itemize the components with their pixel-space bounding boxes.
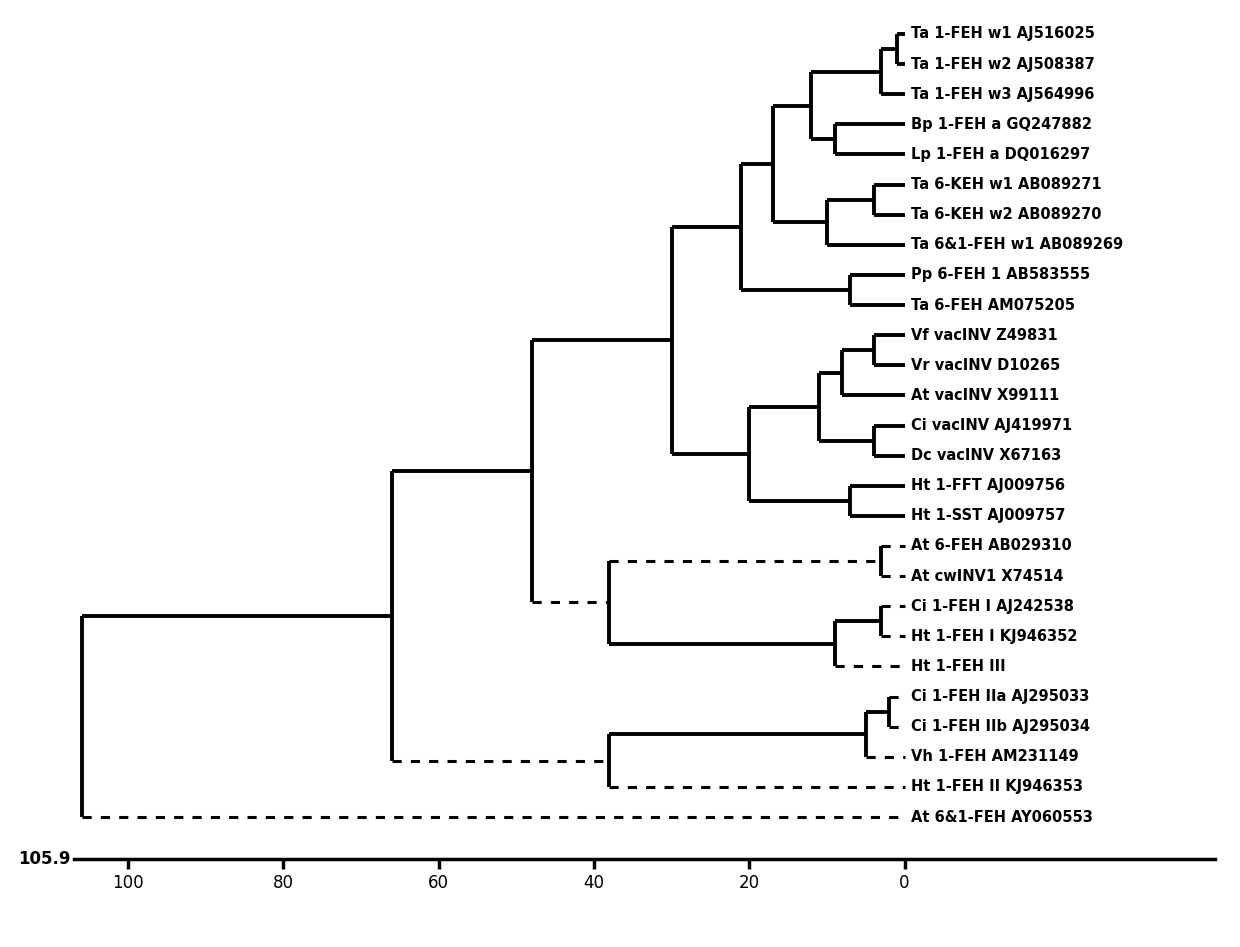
Text: Ci 1-FEH I AJ242538: Ci 1-FEH I AJ242538 bbox=[910, 599, 1074, 614]
Text: Ta 1-FEH w3 AJ564996: Ta 1-FEH w3 AJ564996 bbox=[910, 87, 1094, 101]
Text: At 6-FEH AB029310: At 6-FEH AB029310 bbox=[910, 539, 1071, 553]
Text: Lp 1-FEH a DQ016297: Lp 1-FEH a DQ016297 bbox=[910, 147, 1090, 162]
Text: At 6&1-FEH AY060553: At 6&1-FEH AY060553 bbox=[910, 810, 1092, 825]
Text: Ci 1-FEH IIa AJ295033: Ci 1-FEH IIa AJ295033 bbox=[910, 689, 1089, 704]
Text: Vh 1-FEH AM231149: Vh 1-FEH AM231149 bbox=[910, 749, 1079, 764]
Text: Ta 6-FEH AM075205: Ta 6-FEH AM075205 bbox=[910, 297, 1075, 313]
Text: Ta 6-KEH w1 AB089271: Ta 6-KEH w1 AB089271 bbox=[910, 177, 1101, 192]
Text: Bp 1-FEH a GQ247882: Bp 1-FEH a GQ247882 bbox=[910, 116, 1091, 132]
Text: Ht 1-FEH I KJ946352: Ht 1-FEH I KJ946352 bbox=[910, 629, 1078, 644]
Text: Ht 1-SST AJ009757: Ht 1-SST AJ009757 bbox=[910, 509, 1065, 524]
Text: At vacINV X99111: At vacINV X99111 bbox=[910, 388, 1059, 402]
Text: Vr vacINV D10265: Vr vacINV D10265 bbox=[910, 358, 1060, 373]
Text: Ht 1-FEH III: Ht 1-FEH III bbox=[910, 659, 1006, 674]
Text: Ht 1-FFT AJ009756: Ht 1-FFT AJ009756 bbox=[910, 478, 1065, 493]
Text: Ta 1-FEH w2 AJ508387: Ta 1-FEH w2 AJ508387 bbox=[910, 57, 1095, 72]
Text: At cwINV1 X74514: At cwINV1 X74514 bbox=[910, 568, 1063, 583]
Text: Ta 6-KEH w2 AB089270: Ta 6-KEH w2 AB089270 bbox=[910, 207, 1101, 223]
Text: Ci vacINV AJ419971: Ci vacINV AJ419971 bbox=[910, 418, 1071, 433]
Text: Ta 1-FEH w1 AJ516025: Ta 1-FEH w1 AJ516025 bbox=[910, 27, 1095, 42]
Text: Vf vacINV Z49831: Vf vacINV Z49831 bbox=[910, 328, 1058, 343]
Text: 105.9: 105.9 bbox=[19, 850, 71, 868]
Text: Ht 1-FEH II KJ946353: Ht 1-FEH II KJ946353 bbox=[910, 779, 1083, 795]
Text: Dc vacINV X67163: Dc vacINV X67163 bbox=[910, 448, 1061, 463]
Text: Pp 6-FEH 1 AB583555: Pp 6-FEH 1 AB583555 bbox=[910, 267, 1090, 282]
Text: Ci 1-FEH IIb AJ295034: Ci 1-FEH IIb AJ295034 bbox=[910, 719, 1090, 734]
Text: Ta 6&1-FEH w1 AB089269: Ta 6&1-FEH w1 AB089269 bbox=[910, 238, 1123, 252]
